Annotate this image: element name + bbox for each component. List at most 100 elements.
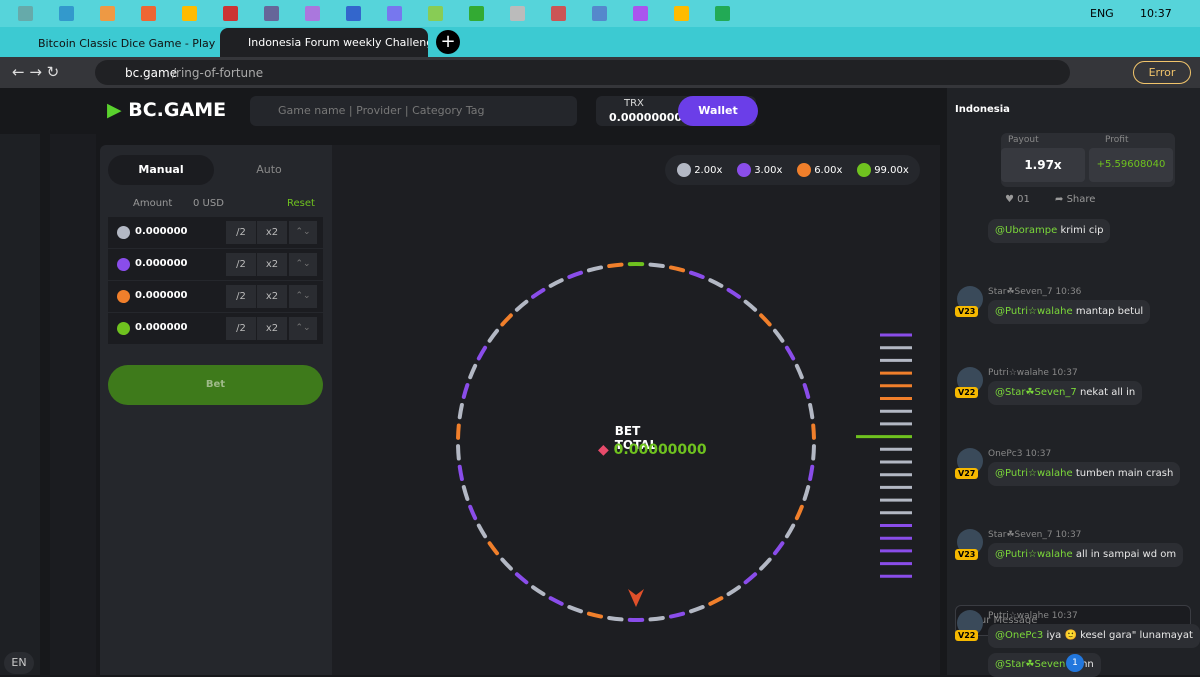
logo[interactable]: ▶ BC.GAME [107,99,226,121]
taskbar-icon[interactable] [592,6,607,21]
ring-segment [650,265,662,266]
ring-segment [458,446,459,458]
mention[interactable]: @Putri☆walahe [995,549,1073,560]
mention[interactable]: @Star☘Seven [995,659,1065,670]
chat-user[interactable]: OnePc3 10:37 [988,449,1051,459]
bet-panel: Manual Auto Amount 0 USD Reset 0.000000 … [100,145,332,675]
clock: 10:37 [1140,7,1172,20]
taskbar-icon[interactable] [428,6,443,21]
vip-level: V27 [955,468,978,479]
omnibox[interactable]: bc.game /ring-of-fortune [95,60,1070,85]
profit: +5.59608040 [1089,148,1173,182]
stepper[interactable]: ⌃⌄ [289,285,317,308]
taskbar-icon[interactable] [305,6,320,21]
chat-user[interactable]: Putri☆walahe 10:37 [988,611,1078,621]
url-domain: bc.game [125,66,177,80]
chat-user[interactable]: Star☘Seven_7 10:36 [988,287,1081,297]
tab-auto[interactable]: Auto [214,155,324,185]
ring-segment [609,618,621,619]
double-button[interactable]: x2 [257,221,287,244]
ring-segment [502,560,511,569]
search[interactable]: Game name | Provider | Category Tag [250,96,577,126]
ring-segment [710,598,721,604]
language[interactable]: ENG [1090,7,1114,20]
chat-room[interactable]: Indonesia [955,104,1010,115]
payout-label: Payout [1008,135,1039,145]
stepper[interactable]: ⌃⌄ [289,253,317,276]
currency[interactable]: TRX [624,98,644,109]
ring-segment [490,543,497,553]
ring-segment [746,574,756,582]
vip-level: V22 [955,630,978,641]
message-text: tumben main crash [1076,468,1173,479]
tab[interactable]: Bitcoin Classic Dice Game - Play I [10,30,218,57]
stepper[interactable]: ⌃⌄ [289,221,317,244]
double-button[interactable]: x2 [257,253,287,276]
ring-segment [464,385,468,397]
tab-manual[interactable]: Manual [108,155,214,185]
taskbar-icon[interactable] [633,6,648,21]
bet-amount[interactable]: 0.000000 [135,226,188,237]
color-dot [117,226,130,239]
taskbar-icon[interactable] [100,6,115,21]
chat-user[interactable]: Star☘Seven_7 10:37 [988,530,1081,540]
language[interactable]: EN [4,652,34,674]
taskbar: ENG 10:37 [0,0,1200,27]
mention-badge[interactable]: 1 [1066,654,1084,672]
half-button[interactable]: /2 [226,317,256,340]
ring-segment [691,273,703,277]
half-button[interactable]: /2 [226,253,256,276]
ring-segment [729,587,739,594]
ring-segment [797,366,802,377]
double-button[interactable]: x2 [257,285,287,308]
ring-segment [569,273,581,277]
mention[interactable]: @Putri☆walahe [995,468,1073,479]
taskbar-icon[interactable] [223,6,238,21]
wallet-button[interactable]: Wallet [678,96,758,126]
ring-segment [671,614,683,617]
bet-amount[interactable]: 0.000000 [135,258,188,269]
share[interactable]: ➦ Share [1055,194,1095,205]
ring-segment [813,446,814,458]
taskbar-icon[interactable] [264,6,279,21]
taskbar-icon[interactable] [674,6,689,21]
stepper[interactable]: ⌃⌄ [289,317,317,340]
bet-button[interactable]: Bet [108,365,323,405]
vip-level: V22 [955,387,978,398]
likes[interactable]: ♥ 01 [1005,194,1030,205]
taskbar-icon[interactable] [469,6,484,21]
double-button[interactable]: x2 [257,317,287,340]
taskbar-icon[interactable] [387,6,402,21]
ring-segment [551,598,562,604]
ring-segment [609,265,621,266]
taskbar-icon[interactable] [141,6,156,21]
chat-message: @Uborampe krimi cip [988,219,1110,243]
tab-active[interactable]: Indonesia Forum weekly Challeng [220,28,428,57]
ring-segment [502,315,511,324]
half-button[interactable]: /2 [226,285,256,308]
bet-amount[interactable]: 0.000000 [135,290,188,301]
taskbar-icon[interactable] [346,6,361,21]
reset[interactable]: Reset [287,198,315,209]
mention[interactable]: @Putri☆walahe [995,306,1073,317]
taskbar-icon[interactable] [182,6,197,21]
mention[interactable]: @Star☘Seven_7 [995,387,1077,398]
taskbar-icon[interactable] [59,6,74,21]
taskbar-icon[interactable] [551,6,566,21]
user-name: Star☘Seven_7 [988,530,1053,540]
taskbar-icon[interactable] [715,6,730,21]
nav-buttons[interactable]: ← → ↻ [12,63,59,81]
error-button[interactable]: Error [1133,61,1191,84]
half-button[interactable]: /2 [226,221,256,244]
share-text: Share [1067,194,1096,205]
taskbar-icon[interactable] [18,6,33,21]
ring-segment [479,348,485,359]
mention[interactable]: @OnePc3 [995,630,1043,641]
new-tab[interactable]: + [436,30,460,54]
ring-segment [813,425,814,437]
taskbar-icon[interactable] [510,6,525,21]
bet-amount[interactable]: 0.000000 [135,322,188,333]
chat-user[interactable]: Putri☆walahe 10:37 [988,368,1078,378]
chat-time: 10:37 [1055,530,1081,540]
mention[interactable]: @Uborampe [995,225,1057,236]
